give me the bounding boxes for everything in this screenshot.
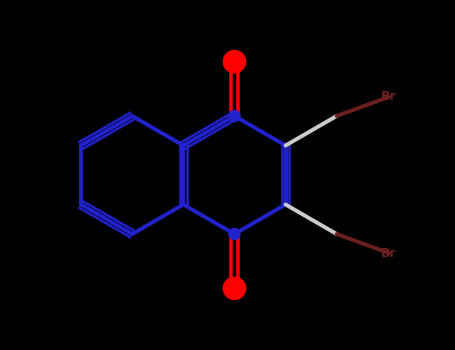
- Circle shape: [223, 50, 246, 73]
- Circle shape: [223, 277, 246, 300]
- Circle shape: [229, 110, 240, 121]
- Circle shape: [229, 229, 240, 240]
- Text: Br: Br: [381, 90, 397, 104]
- Text: Br: Br: [381, 246, 397, 260]
